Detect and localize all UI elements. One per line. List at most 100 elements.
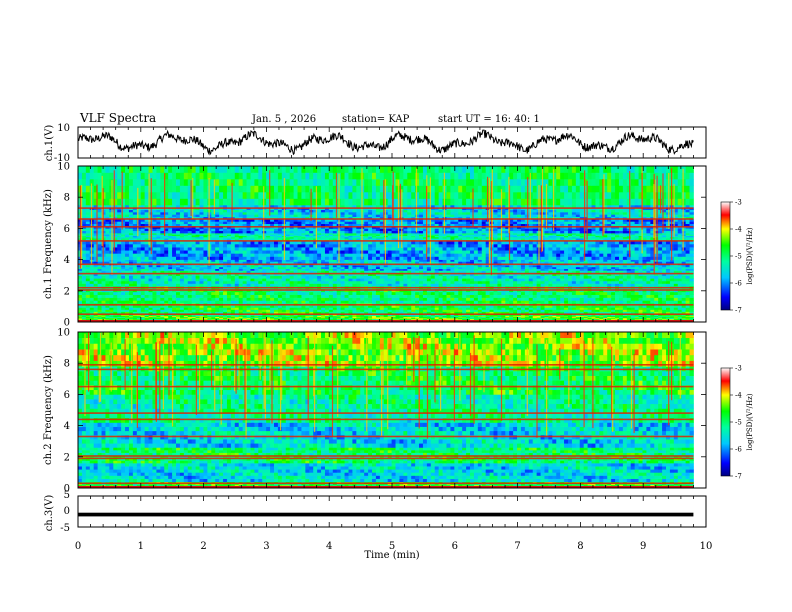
spectrogram-cell [258,315,263,318]
spectrogram-cell [403,275,408,279]
spectrogram-cell [336,297,342,301]
spectrogram-cell [187,278,193,282]
spectrogram-cell [207,265,212,268]
spectrogram-cell [136,268,142,271]
spectrogram-cell [470,307,475,310]
spectrogram-cell [215,294,220,298]
spectrogram-cell [176,317,181,320]
spectrogram-cell [618,283,624,287]
spectrogram-cell [101,265,106,268]
spectrogram-cell [666,315,671,318]
spectrogram-cell [136,275,142,279]
spectrogram-cell [293,315,298,318]
spectrogram-cell [297,280,302,284]
spectrogram-cell [128,253,134,257]
spectrogram-cell [442,317,447,320]
spectrogram-cell [552,307,557,310]
spectrogram-cell [673,318,679,321]
spectrogram-cell [677,259,683,262]
spectrogram-cell [419,315,424,318]
spectrogram-cell [564,283,569,287]
spectrogram-cell [313,307,318,310]
spectrogram-cell [211,294,216,298]
spectrogram-cell [677,256,683,260]
spectrogram-cell [458,273,463,277]
spectrogram-cell [622,291,628,295]
spectrogram-cell [368,259,373,262]
spectrogram-cell [277,318,283,321]
spectrogram-cell [517,315,522,318]
spectrogram-cell [611,305,616,308]
spectrogram-cell [383,291,389,295]
spectrogram-cell [226,275,232,279]
spectrogram-cell [556,305,561,308]
spectrogram-cell [560,270,565,274]
spectrogram-cell [391,318,396,321]
spectrogram-cell [121,315,126,318]
spectrogram-cell [324,266,330,269]
spectrogram-cell [313,311,318,314]
spectrogram-cell [513,275,518,279]
spectrogram-cell [450,268,455,271]
spectrogram-cell [466,311,471,314]
spectrogram-cell [242,305,247,308]
spectrogram-cell [673,316,679,319]
spectrogram-cell [101,311,106,314]
spectrogram-cell [560,311,565,314]
spectrogram-cell [462,297,467,301]
spectrogram-cell [328,307,334,310]
spectrogram-cell [140,294,146,298]
spectrogram-cell [615,275,620,279]
spectrogram-cell [81,275,87,279]
spectrogram-cell [136,307,142,310]
spectrogram-cell [560,307,565,310]
spectrogram-cell [176,278,181,282]
spectrogram-cell [172,309,177,312]
spectrogram-cell [470,278,475,282]
spectrogram-cell [81,297,87,301]
spectrogram-cell [117,297,122,301]
spectrogram-cell [160,280,165,284]
spectrogram-cell [489,311,494,314]
spectrogram-cell [132,283,138,287]
spectrogram-cell [505,275,510,279]
spectrogram-cell [211,280,216,284]
spectrogram-cell [571,315,577,318]
spectrogram-cell [446,280,451,284]
spectrogram-cell [148,294,153,298]
spectrogram-cell [352,297,357,301]
spectrogram-cell [517,305,522,308]
spectrogram-cell [630,261,636,264]
spectrogram-cell [132,265,138,268]
spectrogram-cell [274,315,279,318]
spectrogram-cell [219,311,224,314]
spectrogram-cell [356,278,361,282]
spectrogram-cell [152,307,157,310]
spectrogram-cell [481,318,487,321]
spectrogram-cell [669,275,675,279]
spectrogram-cell [599,307,604,310]
spectrogram-cell [458,317,463,320]
spectrogram-cell [552,278,557,282]
spectrogram-cell [677,280,683,284]
spectrogram-cell [646,261,651,264]
spectrogram-cell [540,305,545,308]
spectrogram-cell [446,275,451,279]
spectrogram-cell [301,283,306,287]
spectrogram-cell [524,307,530,310]
spectrogram-cell [281,305,287,308]
spectrogram-cell [117,291,122,295]
spectrogram-cell [568,309,573,312]
spectrogram-cell [646,291,651,295]
spectrogram-cell [293,300,298,304]
spectrogram-cell [187,259,193,262]
spectrogram-cell [332,300,338,304]
spectrogram-cell [630,311,636,314]
spectrogram-cell [603,256,608,260]
spectrogram-cell [666,280,671,284]
spectrogram-cell [109,275,114,279]
spectrogram-cell [454,300,459,304]
spectrogram-cell [673,270,679,274]
spectrogram-cell [477,256,483,260]
spectrogram-cell [297,256,302,260]
